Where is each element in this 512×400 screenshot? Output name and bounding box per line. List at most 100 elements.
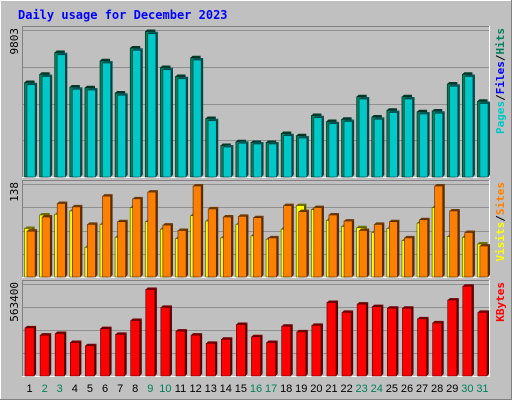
bar-pages-day-9-side	[155, 31, 158, 177]
bar-kbytes-day-16-top	[251, 334, 263, 337]
bar-pages-day-31	[479, 101, 490, 178]
bar-sites-day-18	[283, 203, 294, 278]
bar-kbytes-day-24-top	[372, 304, 384, 307]
bar-pages-day-8-top	[132, 48, 143, 51]
bar-pages-day-14-side	[231, 145, 234, 177]
bar-pages-day-30-top	[464, 74, 475, 77]
bar-sites-day-6-top	[102, 194, 113, 197]
bar-kbytes-day-14-top	[221, 337, 233, 340]
bar-kbytes-day-12	[190, 333, 203, 377]
bar-kbytes-day-7-front	[115, 334, 125, 377]
bar-pages-day-15-front	[238, 142, 247, 178]
bar-kbytes-day-31-side	[487, 310, 489, 376]
bar-kbytes-day-3-front	[54, 333, 65, 377]
bar-kbytes-day-26	[402, 306, 414, 377]
bar-kbytes-day-18-front	[281, 325, 292, 377]
day-label-6: 6	[102, 383, 108, 395]
bar-visits-day-19-top	[296, 203, 307, 206]
bar-sites-day-5-front	[87, 224, 96, 278]
bar-sites-day-28-top	[434, 184, 445, 187]
bar-pages-day-10	[162, 67, 173, 178]
bar-sites-day-1	[26, 229, 38, 278]
bar-sites-day-14-front	[222, 216, 232, 278]
bar-hits-day-9-top	[145, 29, 156, 32]
bar-pages-day-2-top	[42, 74, 53, 77]
bar-pages-day-30	[464, 74, 475, 178]
bar-hits-day-28-top	[432, 109, 443, 112]
legend-separator: /	[494, 94, 507, 101]
bar-kbytes-day-21-front	[326, 302, 337, 377]
bar-sites-day-23-front	[358, 230, 368, 278]
bar-sites-day-8-top	[132, 196, 143, 199]
bar-pages-day-13-side	[216, 118, 219, 177]
bar-kbytes-day-23	[356, 302, 369, 377]
bar-kbytes-day-10	[160, 305, 172, 377]
bar-hits-day-2-top	[39, 72, 50, 75]
bar-pages-day-15-side	[246, 141, 249, 177]
bar-kbytes-day-13-side	[215, 341, 218, 376]
bar-pages-day-27-front	[419, 113, 428, 178]
bar-sites-day-3-front	[56, 203, 66, 278]
day-label-14: 14	[220, 383, 232, 395]
bar-sites-day-24-side	[382, 222, 385, 277]
day-label-10: 10	[159, 383, 171, 395]
bar-kbytes-day-12-top	[191, 333, 203, 336]
bar-pages-day-9-front	[147, 33, 157, 178]
legend-separator: /	[494, 54, 507, 61]
bar-pages-day-4-top	[72, 87, 83, 90]
bar-kbytes-day-2-front	[39, 334, 50, 377]
bar-kbytes-day-29-front	[447, 299, 458, 377]
bar-hits-day-7-top	[115, 91, 126, 94]
bar-sites-day-21-front	[328, 214, 338, 278]
bar-hits-day-23-top	[356, 94, 367, 97]
bar-pages-day-19	[298, 136, 309, 178]
bar-pages-day-20-side	[321, 115, 324, 177]
bar-kbytes-day-22	[341, 310, 354, 377]
bar-kbytes-day-1-side	[34, 325, 37, 376]
bar-pages-day-1-front	[26, 84, 36, 178]
bar-pages-day-22-front	[343, 121, 353, 178]
bar-kbytes-day-5-side	[94, 343, 97, 376]
bar-hits-day-24-top	[371, 115, 382, 118]
bar-sites-day-2-front	[41, 216, 51, 278]
bar-kbytes-day-23-front	[356, 303, 367, 377]
bar-sites-day-7-front	[117, 221, 126, 278]
bar-hits-day-3-top	[54, 50, 65, 53]
bar-kbytes-day-5-front	[85, 345, 95, 377]
bar-kbytes-day-15-top	[236, 322, 248, 325]
legend-entry-pages: Pages	[494, 101, 507, 134]
bar-sites-day-5	[87, 222, 98, 278]
bar-hits-day-1-top	[24, 80, 35, 83]
bar-sites-day-21-top	[328, 213, 340, 215]
bar-pages-day-31-top	[479, 101, 490, 104]
bar-kbytes-day-10-top	[160, 305, 172, 308]
bar-kbytes-day-31-front	[477, 312, 488, 377]
bar-sites-day-23	[358, 228, 370, 278]
bar-kbytes-day-28-top	[432, 320, 444, 323]
bar-pages-day-24	[373, 117, 385, 178]
bar-pages-day-5-front	[87, 89, 96, 178]
bar-sites-day-7	[117, 219, 128, 278]
bar-sites-day-16-front	[253, 217, 262, 278]
bar-pages-day-28	[434, 111, 445, 178]
day-label-22: 22	[340, 383, 352, 395]
bar-sites-day-18-top	[283, 203, 294, 206]
bar-sites-day-10	[162, 223, 173, 278]
bar-pages-day-3-front	[56, 54, 66, 178]
bar-pages-day-23-side	[367, 97, 370, 177]
bar-kbytes-day-10-side	[169, 305, 172, 376]
bar-kbytes-day-28	[432, 320, 444, 377]
bar-sites-day-30	[464, 230, 475, 278]
bar-pages-day-16-top	[253, 142, 264, 145]
bar-sites-day-10-front	[162, 224, 172, 278]
bar-kbytes-day-30	[462, 284, 474, 377]
bar-sites-day-26	[404, 235, 415, 278]
bar-pages-day-17-top	[268, 142, 279, 145]
bar-sites-day-22-front	[343, 220, 353, 278]
bar-pages-day-26-top	[404, 97, 415, 100]
day-label-29: 29	[446, 383, 458, 395]
bar-sites-day-31-top	[479, 244, 490, 246]
bar-pages-day-5	[87, 88, 98, 178]
bar-sites-day-20-side	[321, 205, 324, 277]
bar-kbytes-day-16-front	[251, 336, 261, 377]
